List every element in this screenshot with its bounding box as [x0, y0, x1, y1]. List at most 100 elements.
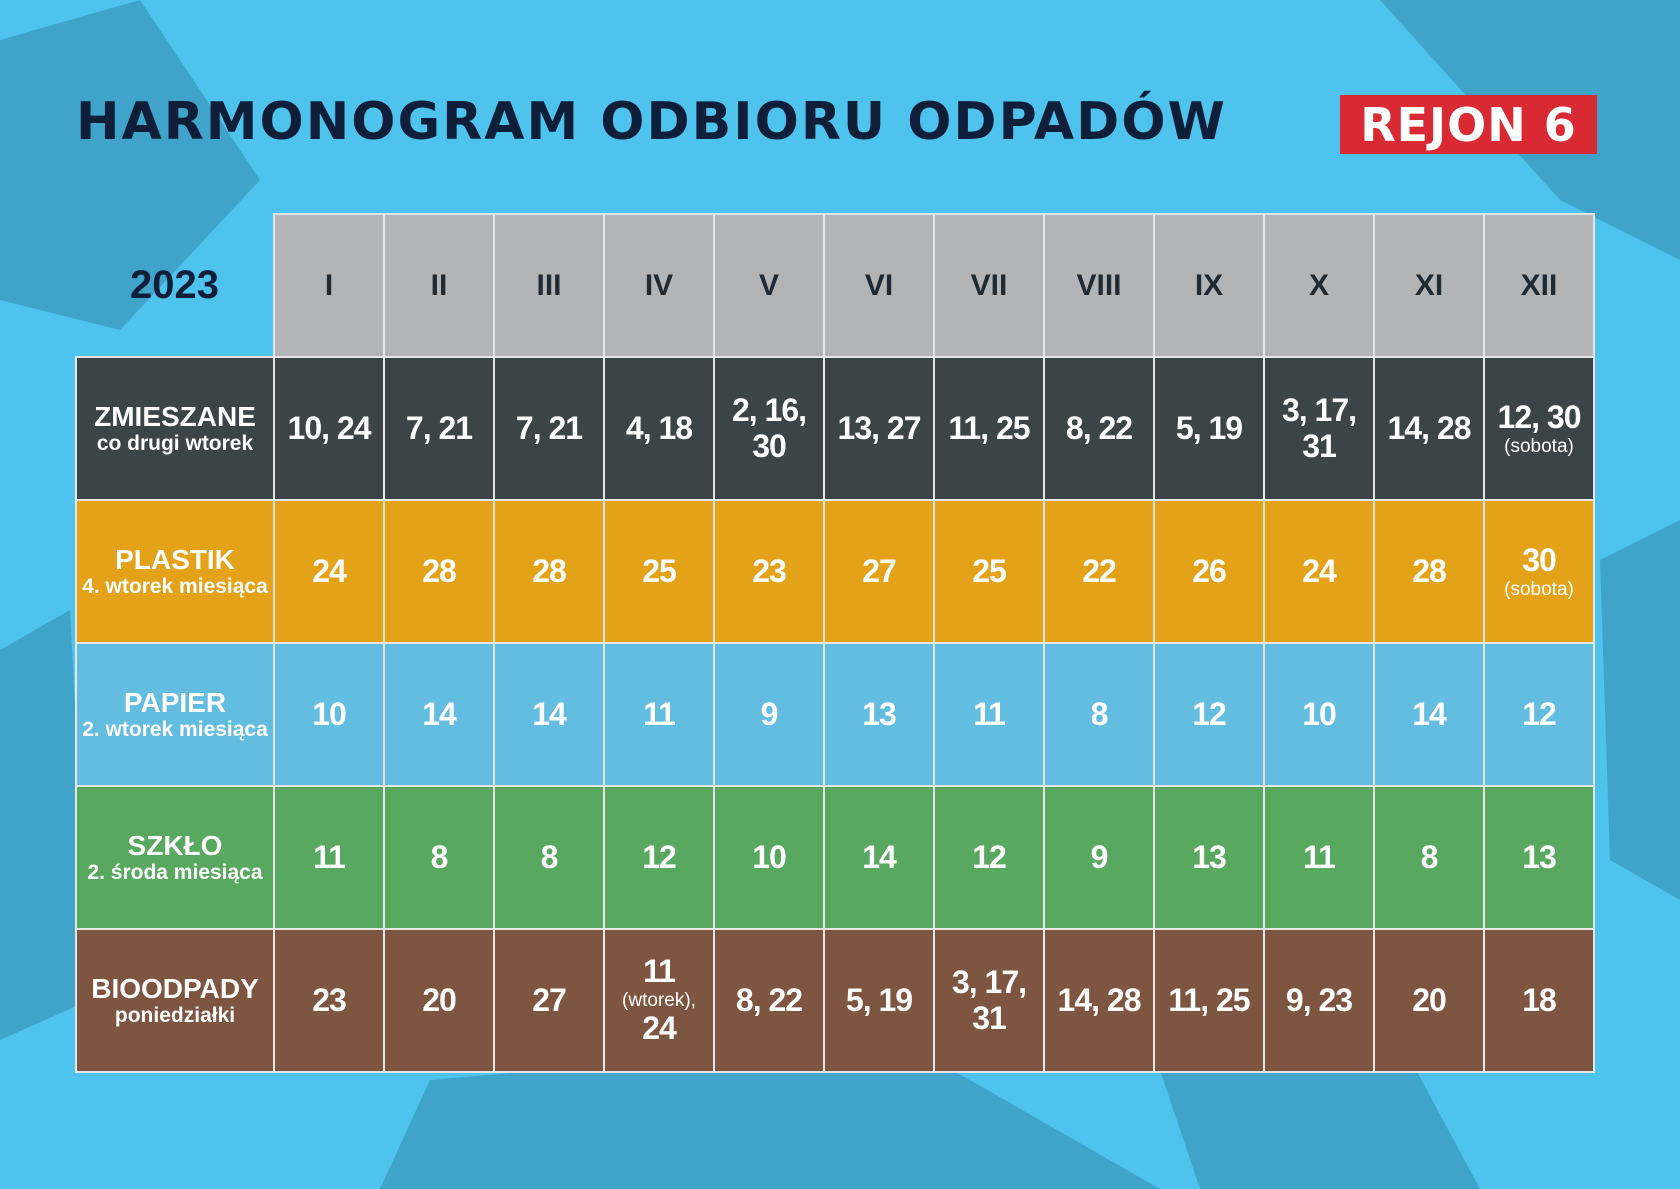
pickup-dates: 3, 17, 31	[1281, 391, 1357, 464]
pickup-dates: 7, 21	[515, 409, 583, 446]
pickup-dates-cell: 14	[383, 642, 495, 787]
pickup-dates-cell: 4, 18	[603, 356, 715, 501]
pickup-note: (sobota)	[1504, 435, 1574, 457]
pickup-dates: 22	[1082, 552, 1117, 589]
pickup-dates-cell: 8, 22	[1043, 356, 1155, 501]
pickup-dates-cell: 13	[823, 642, 935, 787]
pickup-dates-cell: 13	[1153, 785, 1265, 930]
pickup-dates-cell: 12	[603, 785, 715, 930]
pickup-dates-cell: 13, 27	[823, 356, 935, 501]
pickup-dates-cell: 8	[1043, 642, 1155, 787]
pickup-dates: 28	[1412, 552, 1447, 589]
pickup-dates: 14, 28	[1057, 981, 1142, 1018]
pickup-dates: 30	[1522, 541, 1557, 578]
pickup-dates: 8, 22	[1065, 409, 1133, 446]
pickup-dates: 11	[313, 838, 346, 875]
month-header-xi: XI	[1373, 213, 1485, 358]
pickup-dates: 5, 19	[1175, 409, 1243, 446]
pickup-dates: 11	[643, 695, 676, 732]
pickup-dates: 20	[1412, 981, 1447, 1018]
pickup-dates-cell: 9, 23	[1263, 928, 1375, 1073]
waste-category-label: PAPIER 2. wtorek miesiąca	[75, 642, 275, 787]
pickup-dates: 4, 18	[625, 409, 693, 446]
pickup-dates: 14	[532, 695, 567, 732]
pickup-dates-cell: 8	[493, 785, 605, 930]
month-header-ix: IX	[1153, 213, 1265, 358]
pickup-dates-cell: 13	[1483, 785, 1595, 930]
pickup-dates: 12	[642, 838, 677, 875]
month-header-viii: VIII	[1043, 213, 1155, 358]
pickup-dates-cell: 12, 30 (sobota)	[1483, 356, 1595, 501]
pickup-dates: 12, 30	[1497, 398, 1582, 435]
pickup-dates-cell: 14	[823, 785, 935, 930]
pickup-dates-cell: 9	[713, 642, 825, 787]
pickup-dates: 28	[422, 552, 457, 589]
pickup-note: (wtorek),	[622, 989, 696, 1011]
pickup-dates: 10, 24	[287, 409, 372, 446]
pickup-dates-cell: 11, 25	[1153, 928, 1265, 1073]
pickup-dates: 7, 21	[405, 409, 473, 446]
pickup-dates-cell: 26	[1153, 499, 1265, 644]
month-header-iii: III	[493, 213, 605, 358]
pickup-dates: 9	[1090, 838, 1109, 875]
pickup-dates-cell: 20	[383, 928, 495, 1073]
pickup-dates-cell: 28	[1373, 499, 1485, 644]
pickup-dates: 9	[760, 695, 779, 732]
pickup-dates-cell: 14	[1373, 642, 1485, 787]
schedule-table: 2023 I II III IV V VI VII VIII IX X XI XII ZMIESZANE c…	[75, 213, 1595, 1073]
page-title: HARMONOGRAM ODBIORU ODPADÓW	[76, 92, 1227, 152]
month-header-ii: II	[383, 213, 495, 358]
pickup-dates: 9, 23	[1285, 981, 1353, 1018]
pickup-dates-cell: 27	[493, 928, 605, 1073]
pickup-dates-cell: 14, 28	[1043, 928, 1155, 1073]
waste-category-name: ZMIESZANE	[94, 401, 256, 433]
waste-category-schedule: 4. wtorek miesiąca	[82, 575, 268, 599]
pickup-dates: 27	[532, 981, 567, 1018]
pickup-dates-cell: 8	[1373, 785, 1485, 930]
month-header-xii: XII	[1483, 213, 1595, 358]
pickup-dates: 12	[1192, 695, 1227, 732]
pickup-dates-cell: 24	[273, 499, 385, 644]
pickup-dates-cell: 2, 16, 30	[713, 356, 825, 501]
waste-category-name: PLASTIK	[115, 544, 235, 576]
pickup-dates: 18	[1522, 981, 1557, 1018]
pickup-dates-cell: 11	[273, 785, 385, 930]
pickup-dates: 25	[642, 552, 677, 589]
pickup-dates: 10	[752, 838, 787, 875]
pickup-dates: 12	[972, 838, 1007, 875]
pickup-dates: 8	[1090, 695, 1109, 732]
waste-row-szkło: SZKŁO 2. środa miesiąca 11 8 8 12 10 14 12 9 13 11 8…	[75, 785, 1595, 930]
pickup-dates: 11	[973, 695, 1006, 732]
pickup-dates-cell: 10	[713, 785, 825, 930]
pickup-dates-cell: 12	[1153, 642, 1265, 787]
pickup-dates-cell: 11	[1263, 785, 1375, 930]
waste-category-label: PLASTIK 4. wtorek miesiąca	[75, 499, 275, 644]
waste-category-schedule: 2. wtorek miesiąca	[82, 718, 268, 742]
waste-category-schedule: co drugi wtorek	[96, 432, 254, 456]
pickup-dates-cell: 14, 28	[1373, 356, 1485, 501]
pickup-dates-cell: 5, 19	[823, 928, 935, 1073]
pickup-dates: 2, 16, 30	[731, 391, 807, 464]
pickup-dates-cell: 11	[603, 642, 715, 787]
waste-row-zmieszane: ZMIESZANE co drugi wtorek 10, 24 7, 21 7, 21…	[75, 356, 1595, 501]
pickup-dates: 11, 25	[948, 409, 1030, 446]
pickup-dates: 10	[312, 695, 347, 732]
pickup-dates: 14	[1412, 695, 1447, 732]
pickup-dates-cell: 11 (wtorek), 24	[603, 928, 715, 1073]
pickup-dates-cell: 3, 17, 31	[933, 928, 1045, 1073]
waste-row-bioodpady: BIOODPADY poniedziałki 23 20 27 11 (wtorek), 24…	[75, 928, 1595, 1073]
pickup-dates-cell: 14	[493, 642, 605, 787]
pickup-dates-cell: 8	[383, 785, 495, 930]
month-header-row: 2023 I II III IV V VI VII VIII IX X XI XII	[76, 213, 1595, 358]
pickup-dates: 25	[972, 552, 1007, 589]
waste-category-label: BIOODPADY poniedziałki	[75, 928, 275, 1073]
pickup-dates-cell: 28	[383, 499, 495, 644]
pickup-dates: 12	[1522, 695, 1557, 732]
pickup-dates-cell: 8, 22	[713, 928, 825, 1073]
month-header-x: X	[1263, 213, 1375, 358]
waste-category-name: SZKŁO	[127, 830, 223, 862]
pickup-dates: 13	[862, 695, 897, 732]
pickup-dates-cell: 9	[1043, 785, 1155, 930]
pickup-dates-cell: 11	[933, 642, 1045, 787]
pickup-dates: 13	[1192, 838, 1227, 875]
